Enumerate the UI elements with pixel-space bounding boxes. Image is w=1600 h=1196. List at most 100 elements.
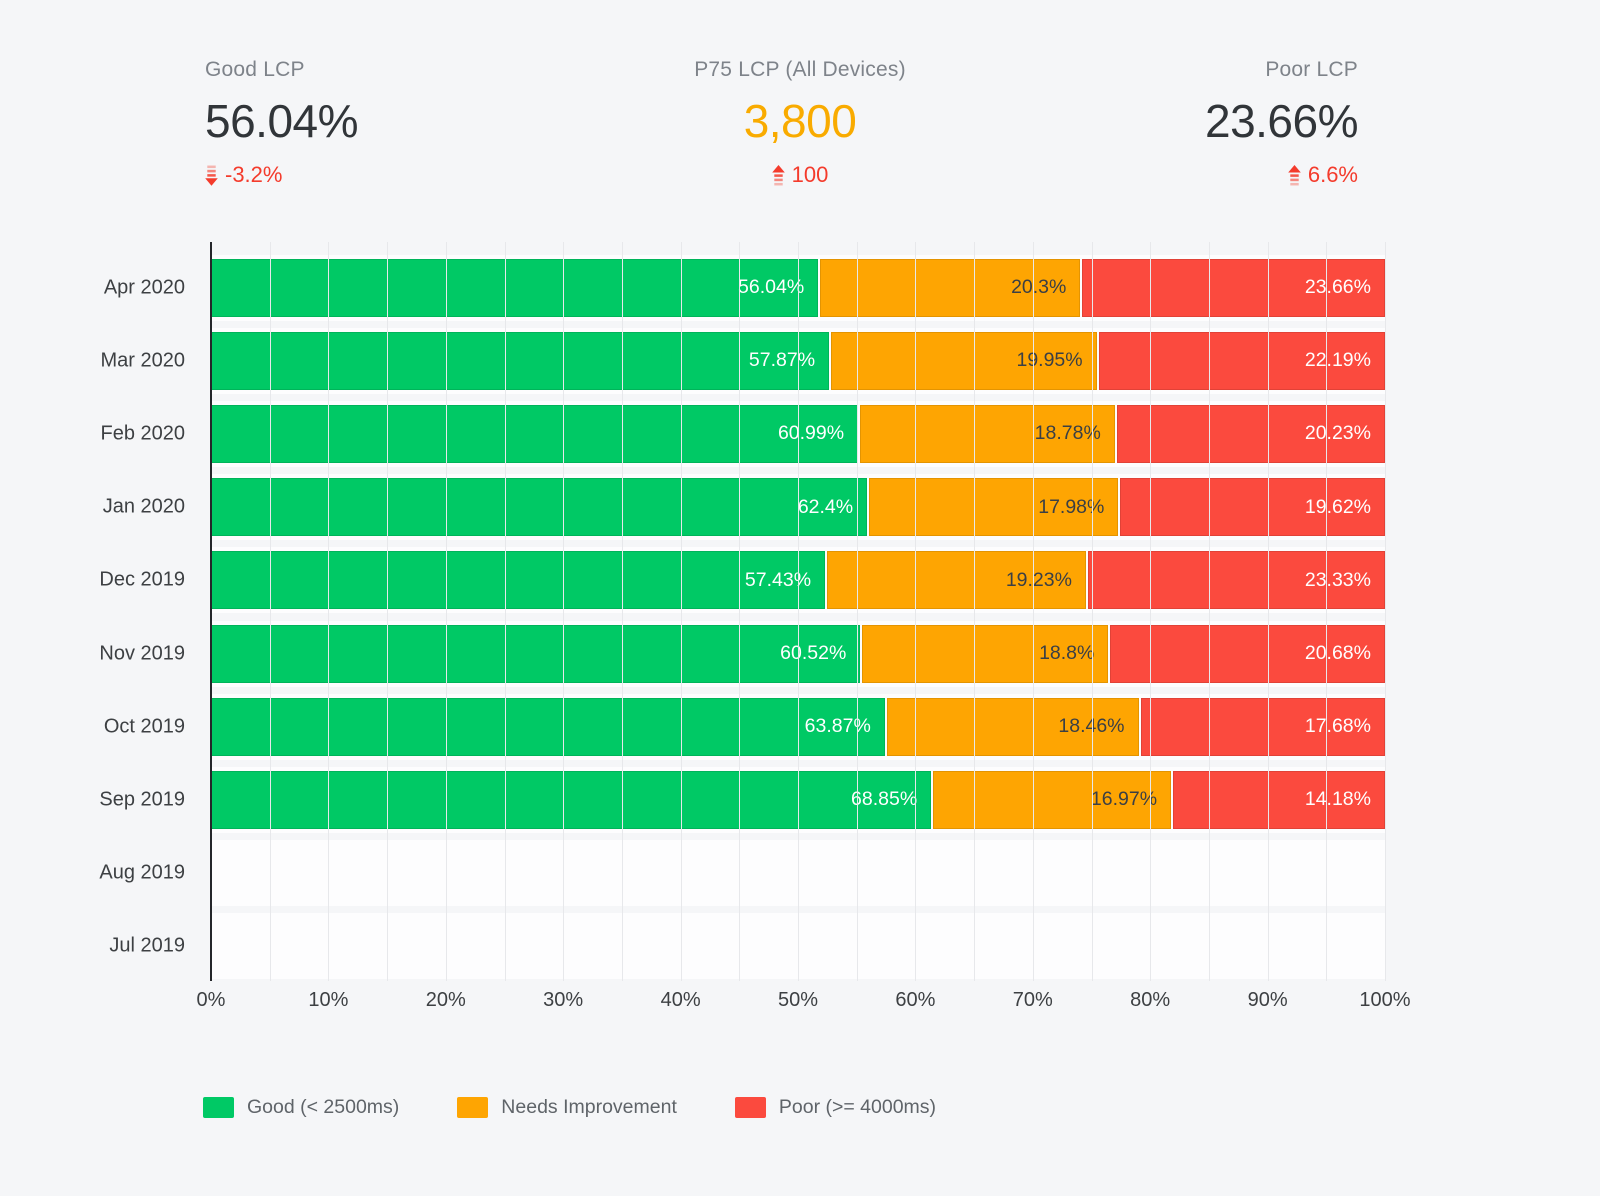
- gridline: [915, 242, 917, 981]
- category-label: Nov 2019: [99, 642, 185, 665]
- gridline: [269, 242, 271, 981]
- category-label: Jan 2020: [102, 495, 185, 518]
- bar-segment-value: 20.68%: [1304, 642, 1371, 665]
- bar-segment[interactable]: 23.66%: [1082, 258, 1385, 317]
- bar-segment[interactable]: 62.4%: [211, 478, 868, 537]
- gridline: [856, 242, 858, 981]
- bar-segment[interactable]: 17.68%: [1140, 697, 1385, 756]
- stat-change-value: -3.2%: [225, 162, 283, 187]
- gridline: [504, 242, 506, 981]
- bar-segment[interactable]: 57.43%: [211, 551, 826, 610]
- stat-change: 100: [771, 162, 829, 188]
- bar-segment[interactable]: 19.95%: [831, 331, 1097, 390]
- bar-segment-value: 20.23%: [1304, 422, 1371, 445]
- bar-segment[interactable]: 20.68%: [1110, 624, 1385, 683]
- gridline: [387, 242, 389, 981]
- arrow-up-icon: [771, 164, 785, 185]
- bar-segment[interactable]: 17.98%: [869, 478, 1119, 537]
- legend-item[interactable]: Poor (>= 4000ms): [734, 1096, 936, 1119]
- chart-legend: Good (< 2500ms) Needs Improvement Poor (>=…: [203, 1096, 936, 1119]
- legend-swatch: [457, 1097, 489, 1118]
- x-tick-label: 60%: [895, 989, 936, 1011]
- bar-segment-value: 19.23%: [1005, 568, 1072, 591]
- x-tick-label: 90%: [1247, 989, 1288, 1011]
- bar-segment-value: 16.97%: [1090, 788, 1158, 811]
- gridline: [1032, 242, 1034, 981]
- stat-label: Poor LCP: [1265, 58, 1358, 81]
- bar-segment[interactable]: 60.52%: [211, 624, 861, 683]
- bar-segment[interactable]: 57.87%: [211, 331, 830, 390]
- gridline: [328, 242, 330, 981]
- x-tick-label: 10%: [308, 989, 349, 1011]
- x-tick-label: 80%: [1130, 989, 1171, 1011]
- stat-change-value: 100: [791, 162, 829, 187]
- bar-segment[interactable]: 18.78%: [860, 404, 1115, 463]
- x-tick-label: 30%: [543, 989, 584, 1011]
- gridline: [1385, 242, 1386, 981]
- y-axis-line: [210, 242, 212, 981]
- stacked-bar: 68.85% 16.97% 14.18%: [211, 770, 1385, 829]
- arrow-up-icon: [1288, 164, 1301, 185]
- legend-item[interactable]: Needs Improvement: [457, 1096, 677, 1119]
- legend-label: Needs Improvement: [501, 1096, 677, 1118]
- bar-segment-value: 62.4%: [797, 495, 854, 518]
- bar-segment-value: 23.66%: [1304, 276, 1371, 299]
- bar-segment-value: 60.99%: [777, 422, 845, 445]
- stacked-bar: 62.4% 17.98% 19.62%: [211, 478, 1386, 537]
- stacked-bar: 56.04% 20.3% 23.66%: [211, 258, 1385, 317]
- x-axis: 0% 10% 20% 30% 40% 50% 60% 70% 80% 90% 100%: [197, 981, 1411, 1017]
- stat-label: P75 LCP (All Devices): [694, 58, 906, 81]
- stacked-bar: 60.52% 18.8% 20.68%: [211, 624, 1385, 683]
- bar-segment[interactable]: 60.99%: [211, 404, 859, 463]
- gridline: [798, 242, 799, 981]
- legend-item[interactable]: Good (< 2500ms): [203, 1096, 399, 1119]
- bar-segment-value: 17.68%: [1304, 715, 1371, 738]
- bar-segment-value: 17.98%: [1038, 495, 1105, 518]
- gridline: [1150, 242, 1152, 981]
- gridline: [974, 242, 976, 981]
- gridline: [1091, 242, 1093, 981]
- category-label: Mar 2020: [100, 349, 186, 372]
- x-tick-label: 0%: [196, 989, 226, 1011]
- bar-segment[interactable]: 16.97%: [933, 770, 1172, 829]
- bar-segment[interactable]: 20.3%: [820, 258, 1081, 317]
- bar-segment[interactable]: 14.18%: [1173, 770, 1385, 829]
- stat-label: Good LCP: [205, 58, 305, 81]
- stat-poor-lcp: Poor LCP 23.66% 6.6%: [906, 58, 1600, 188]
- stat-good-lcp: Good LCP 56.04% -3.2%: [0, 58, 694, 188]
- bar-segment-value: 57.87%: [748, 349, 816, 372]
- bar-segment[interactable]: 18.46%: [886, 697, 1139, 756]
- stat-change: 6.6%: [1288, 162, 1358, 188]
- stat-value: 23.66%: [1204, 95, 1359, 147]
- gridline: [1326, 242, 1328, 981]
- gridline: [1208, 242, 1210, 981]
- bar-segment[interactable]: 68.85%: [211, 770, 932, 829]
- bar-segment-value: 60.52%: [780, 642, 847, 665]
- category-label: Apr 2020: [103, 276, 185, 299]
- bar-segment-value: 18.46%: [1058, 715, 1125, 738]
- bar-segment[interactable]: 20.23%: [1116, 404, 1385, 463]
- stacked-bar: 60.99% 18.78% 20.23%: [211, 404, 1385, 463]
- gridline: [563, 242, 565, 981]
- bar-segment-value: 20.3%: [1011, 276, 1067, 299]
- legend-swatch: [203, 1097, 234, 1118]
- bar-segment[interactable]: 19.23%: [827, 551, 1086, 610]
- x-tick-label: 70%: [1012, 989, 1053, 1011]
- category-label: Aug 2019: [99, 861, 185, 884]
- bar-segment[interactable]: 19.62%: [1120, 478, 1386, 537]
- category-label: Oct 2019: [103, 715, 185, 738]
- gridline: [1267, 242, 1269, 981]
- x-tick-label: 20%: [425, 989, 466, 1011]
- bar-segment-value: 19.95%: [1016, 349, 1083, 372]
- bar-segment[interactable]: 56.04%: [211, 258, 819, 317]
- bar-segment[interactable]: 18.8%: [862, 624, 1109, 683]
- bar-segment[interactable]: 63.87%: [211, 697, 885, 756]
- stat-value: 56.04%: [205, 95, 359, 147]
- stacked-bar: 57.43% 19.23% 23.33%: [211, 551, 1385, 610]
- bar-segment-value: 18.78%: [1034, 422, 1101, 445]
- bar-segment[interactable]: 23.33%: [1087, 551, 1385, 610]
- bar-segment-value: 18.8%: [1039, 642, 1095, 665]
- stats-row: Good LCP 56.04% -3.2%: [0, 58, 1600, 188]
- bar-segment-value: 63.87%: [804, 715, 871, 738]
- bar-segment[interactable]: 22.19%: [1098, 331, 1385, 390]
